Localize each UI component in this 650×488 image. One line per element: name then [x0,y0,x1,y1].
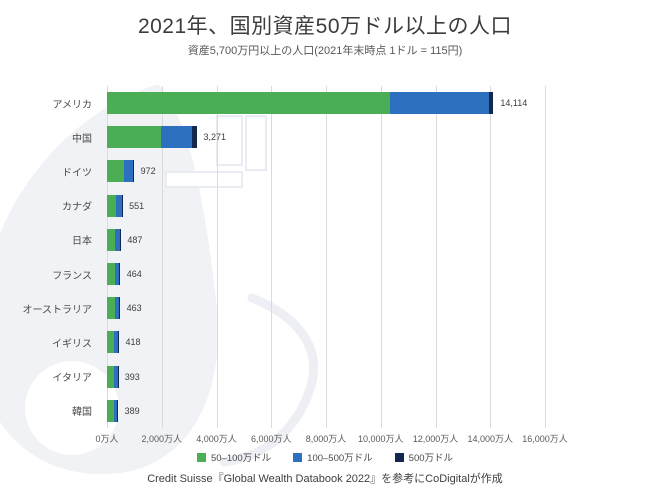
gridline [545,86,546,428]
bar-segment [107,228,116,251]
bar-segment [389,92,489,114]
x-tick-label: 12,000万人 [412,434,459,444]
chart-title: 2021年、国別資産50万ドル以上の人口 [137,15,513,38]
gridline [490,86,492,428]
bar-row: フランス 464 [52,257,545,291]
gridline [435,86,437,428]
bar-segment [107,194,117,217]
x-tick-label: 8,000万人 [305,434,347,444]
bar-row: イタリア 393 [52,360,545,394]
legend-swatch-icon [394,452,404,462]
category-label: ドイツ [62,167,92,179]
bar-segment [107,365,114,388]
bar-row: 韓国 389 [72,394,545,428]
bar-segment [107,331,115,354]
x-tick-label: 16,000万人 [522,434,568,444]
x-axis: 0万人 2,000万人 4,000万人 6,000万人 8,000万人 10,000万人 1… [95,432,567,446]
bar-row: 中国 3,271 [72,120,545,154]
category-label: 日本 [72,236,92,248]
bar-segment [120,228,121,251]
bar-row: カナダ 551 [62,189,545,223]
x-tick-label: 10,000万人 [357,434,404,444]
category-label: オーストラリア [22,304,93,316]
gridline [271,86,273,428]
bar-segment [121,194,123,217]
bar-segment [488,92,494,114]
bar-row: イギリス 418 [52,325,545,359]
source-credit: Credit Suisse『Global Wealth Databook 202… [147,473,503,485]
category-label: 中国 [72,133,92,145]
bar-value-label: 3,271 [203,132,227,143]
bar-segment [119,263,120,285]
bar-value-label: 463 [126,303,142,314]
bar-segment [107,126,162,149]
legend-item: 50–100万ドル [196,450,272,464]
bar-value-label: 487 [127,234,143,245]
bar-segment [107,92,390,114]
legend-swatch-icon [196,452,206,462]
bar-value-label: 389 [124,405,140,416]
legend-item: 500万ドル [394,450,454,464]
legend-label: 100–500万ドル [307,453,373,464]
chart-subtitle: 資産5,700万円以上の人口(2021年末時点 1ドル = 115円) [187,45,463,57]
bar-segment [107,263,115,285]
bar-value-label: 14,114 [500,98,528,108]
plot-area: アメリカ 14,114 中国 3,271 ドイツ 972 カナダ 551 日本 487 フランス 46… [23,86,546,428]
bar-row: 日本 487 [72,223,545,257]
bar-segment [107,297,115,320]
bar-segment [119,297,120,320]
legend-swatch-icon [293,452,303,462]
legend-item: 100–500万ドル [293,450,373,464]
bar-segment [133,160,134,183]
bar-segment [107,160,124,183]
gridline [380,86,382,428]
bar-row: アメリカ 14,114 [53,86,545,120]
x-tick-label: 14,000万人 [467,434,514,444]
bar-segment [117,399,118,422]
legend-label: 500万ドル [408,453,454,464]
bar-segment [107,399,114,422]
legend-label: 50–100万ドル [210,453,272,464]
bar-value-label: 393 [124,371,140,382]
category-label: フランス [52,270,92,282]
category-label: カナダ [62,202,92,214]
category-label: イギリス [52,338,92,350]
bar-value-label: 551 [129,200,145,211]
bar-row: ドイツ 972 [62,154,545,188]
bar-value-label: 972 [140,166,156,177]
gridline [326,86,327,428]
bar-segment [192,126,197,149]
category-label: 韓国 [72,407,92,419]
bar-row: オーストラリア 463 [23,291,545,325]
bar-segment [123,160,133,183]
bar-value-label: 418 [125,337,141,348]
bar-segment [161,126,193,149]
bar-segment [118,331,119,354]
bar-segment [117,365,118,388]
bar-value-label: 464 [126,269,142,279]
category-label: イタリア [52,373,92,385]
category-label: アメリカ [52,99,93,111]
legend: 50–100万ドル 100–500万ドル 500万ドル [0,450,650,464]
